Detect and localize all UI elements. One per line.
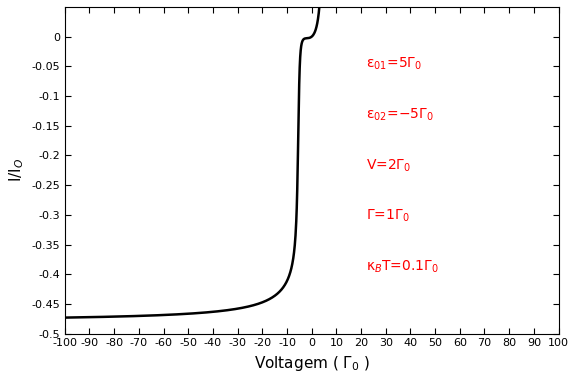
Text: ε$_{02}$=−5Γ$_0$: ε$_{02}$=−5Γ$_0$ (366, 106, 434, 123)
Text: V=2Γ$_0$: V=2Γ$_0$ (366, 157, 411, 174)
Y-axis label: I/I$_O$: I/I$_O$ (7, 158, 26, 182)
Text: Γ=1Γ$_0$: Γ=1Γ$_0$ (366, 208, 410, 224)
Text: ε$_{01}$=5Γ$_0$: ε$_{01}$=5Γ$_0$ (366, 56, 422, 72)
X-axis label: Voltagem ( Γ$_0$ ): Voltagem ( Γ$_0$ ) (253, 354, 370, 373)
Text: κ$_B$T=0.1Γ$_0$: κ$_B$T=0.1Γ$_0$ (366, 258, 439, 275)
